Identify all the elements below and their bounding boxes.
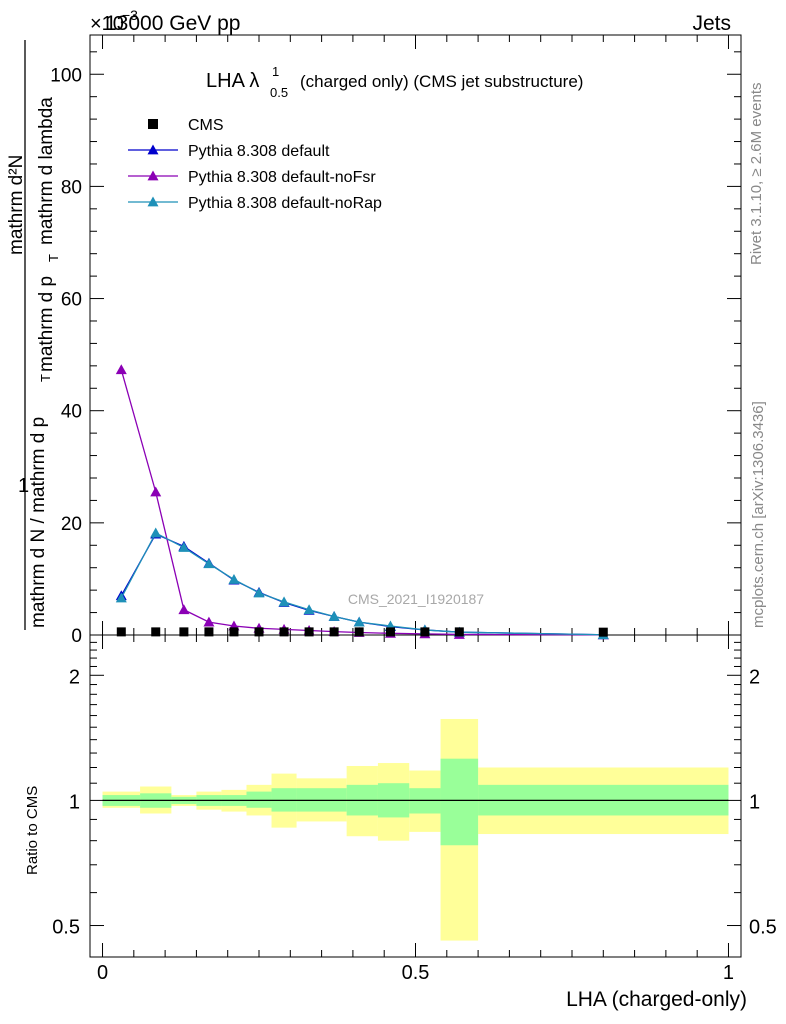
- point-cms: [385, 627, 395, 637]
- point-pythia-8-308-default-norap: [150, 527, 162, 538]
- point-pythia-8-308-default-nofsr: [150, 486, 162, 497]
- ylabel-numerator: mathrm d²N: [6, 155, 27, 255]
- point-cms: [420, 627, 430, 637]
- legend: CMS Pythia 8.308 default Pythia 8.308 defa…: [128, 117, 382, 212]
- mcplots-label: mcplots.cern.ch [arXiv:1306.3436]: [750, 401, 767, 628]
- legend-label: CMS: [188, 117, 224, 134]
- point-pythia-8-308-default-norap: [303, 604, 315, 615]
- ratio-ytick-label: 1: [69, 791, 80, 813]
- point-pythia-8-308-default-nofsr: [203, 616, 215, 627]
- series-line-pythia-8-308-default-norap: [120, 532, 604, 636]
- point-cms: [329, 627, 339, 637]
- point-pythia-8-308-default-nofsr: [115, 364, 127, 375]
- plot-title: LHA λ 1 0.5 (charged only) (CMS jet subs…: [206, 64, 583, 100]
- title-prefix: LHA λ: [206, 70, 259, 92]
- rivet-label: Rivet 3.1.10, ≥ 2.6M events: [748, 83, 765, 266]
- main-ytick-label: 80: [61, 177, 82, 198]
- point-pythia-8-308-default-norap: [178, 542, 190, 552]
- point-cms: [179, 627, 189, 637]
- point-cms: [354, 627, 364, 637]
- ylabel-denominator-sub: T: [38, 374, 53, 382]
- ratio-ylabel: Ratio to CMS: [24, 786, 41, 875]
- xtick-label: 1: [723, 962, 734, 984]
- point-cms: [304, 627, 314, 637]
- ratio-band-inner: [440, 758, 479, 846]
- legend-marker: [147, 196, 159, 207]
- point-cms: [151, 627, 161, 637]
- ylabel-den-part2: mathrm d lambda: [36, 97, 57, 245]
- header-category: Jets: [692, 12, 731, 35]
- point-cms: [598, 627, 608, 637]
- main-ytick-label: 100: [50, 65, 82, 86]
- scale-exponent-power: −3: [122, 7, 138, 23]
- svg-text:LHA λ: LHA λ: [206, 70, 259, 92]
- main-axes: 0 20 40 60 80 100: [50, 35, 741, 647]
- main-ylabel: 1 mathrm d N / mathrm d p T mathrm d²N m…: [6, 40, 61, 630]
- ratio-band-inner: [246, 791, 272, 808]
- point-pythia-8-308-default-norap: [353, 616, 365, 627]
- main-series: [115, 364, 609, 640]
- ylabel-den-sub: T: [46, 254, 61, 262]
- point-cms: [254, 627, 264, 637]
- header-energy: 13000 GeV pp: [105, 12, 240, 35]
- point-pythia-8-308-default-norap: [203, 558, 215, 569]
- main-ytick-label: 60: [61, 290, 82, 311]
- point-pythia-8-308-default-nofsr: [178, 604, 190, 615]
- ylabel-den-part1: mathrm d p: [36, 276, 57, 372]
- analysis-watermark: CMS_2021_I1920187: [348, 591, 484, 607]
- legend-label: Pythia 8.308 default-noRap: [188, 195, 382, 212]
- point-cms: [454, 627, 464, 637]
- x-axis-label: LHA (charged-only): [566, 988, 747, 1011]
- ylabel-numerator-one: 1: [18, 475, 29, 497]
- legend-label: Pythia 8.308 default-noFsr: [188, 169, 376, 186]
- xtick-label: 0: [97, 962, 108, 984]
- point-cms: [116, 627, 126, 637]
- scale-exponent: ×10: [90, 13, 124, 35]
- ratio-bands: [102, 718, 729, 941]
- point-pythia-8-308-default-norap: [278, 596, 290, 607]
- point-pythia-8-308-default-norap: [115, 592, 127, 603]
- ratio-axes: 0.5 0.5 1 1 2 2 0 0.5 1: [52, 635, 777, 984]
- xtick-label: 0.5: [402, 962, 430, 984]
- ratio-ytick-label-right: 2: [749, 666, 760, 688]
- legend-label: Pythia 8.308 default: [188, 143, 330, 160]
- legend-marker-cms: [148, 119, 158, 129]
- ratio-ytick-label-right: 0.5: [749, 917, 777, 939]
- main-ytick-label: 20: [61, 514, 82, 535]
- series-line-pythia-8-308-default: [120, 533, 604, 636]
- title-sub: 0.5: [270, 85, 288, 100]
- point-pythia-8-308-default-norap: [328, 610, 340, 621]
- ratio-ytick-label-right: 1: [749, 791, 760, 813]
- legend-marker: [147, 170, 159, 181]
- point-pythia-8-308-default-norap: [253, 587, 265, 598]
- main-ytick-label: 40: [61, 402, 82, 423]
- title-suffix: (charged only) (CMS jet substructure): [300, 72, 583, 91]
- title-sup: 1: [272, 64, 279, 79]
- ratio-ytick-label: 0.5: [52, 917, 80, 939]
- ratio-ytick-label: 2: [69, 666, 80, 688]
- legend-marker: [147, 144, 159, 155]
- ylabel-denominator: mathrm d N / mathrm d p: [28, 417, 49, 628]
- point-cms: [229, 627, 239, 637]
- point-pythia-8-308-default-norap: [228, 573, 240, 584]
- point-cms: [279, 627, 289, 637]
- point-cms: [204, 627, 214, 637]
- main-ytick-label: 0: [71, 626, 82, 647]
